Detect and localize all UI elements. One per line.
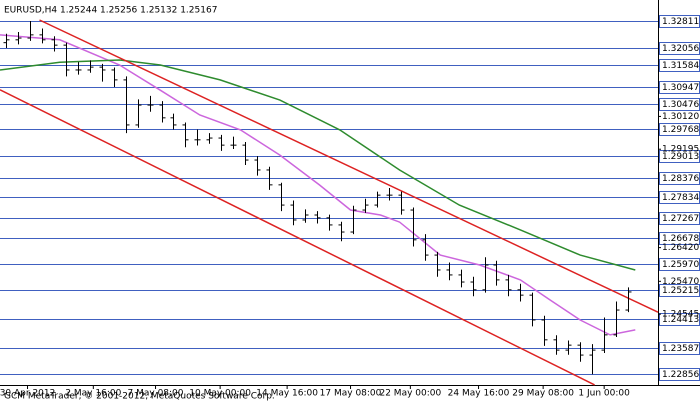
- y-tick-label: 1.28376: [662, 174, 699, 184]
- y-tick-label: 1.23587: [662, 344, 699, 354]
- y-tick-label: 1.29195: [662, 145, 699, 155]
- y-tick-label: 1.25215: [662, 286, 699, 296]
- overlay-line: [39, 19, 659, 313]
- y-tick-label: 1.26420: [662, 243, 699, 253]
- y-tick-label: 1.30120: [662, 112, 699, 122]
- x-tick-label: 30 Apr 2012: [0, 389, 55, 399]
- x-tick-label: 17 May 08:00: [320, 389, 382, 399]
- y-tick-label: 1.31584: [662, 61, 699, 71]
- y-tick-label: 1.27267: [662, 214, 699, 224]
- x-tick-label: 7 May 08:00: [128, 389, 184, 399]
- x-tick-label: 22 May 00:00: [379, 389, 441, 399]
- y-tick-label: 1.26678: [662, 234, 699, 244]
- overlay-line: [0, 59, 636, 271]
- x-tick-label: 24 May 16:00: [448, 389, 510, 399]
- x-tick-label: 2 May 16:00: [65, 389, 121, 399]
- x-tick-label: 29 May 08:00: [512, 389, 574, 399]
- y-tick-label: 1.29768: [662, 125, 699, 135]
- y-tick-label: 1.25470: [662, 277, 699, 287]
- footer: GCM MetaTrader, © 2001-2012, MetaQuotes …: [4, 392, 275, 402]
- overlay-line: [0, 89, 595, 386]
- y-tick-label: 1.27834: [662, 193, 699, 203]
- y-tick-label: 1.24545: [662, 310, 699, 320]
- y-tick-label: 1.24413: [662, 315, 699, 325]
- x-tick-label: 10 May 00:00: [189, 389, 251, 399]
- y-tick-label: 1.30947: [662, 83, 699, 93]
- y-tick-label: 1.29013: [662, 152, 699, 162]
- y-tick-label: 1.30476: [662, 100, 699, 110]
- y-tick-label: 1.32811: [662, 17, 699, 27]
- x-tick-label: 14 May 16:00: [256, 389, 318, 399]
- y-tick-label: 1.25970: [662, 260, 699, 270]
- y-tick-label: 1.22856: [662, 370, 699, 380]
- y-tick-label: 1.32056: [662, 44, 699, 54]
- chart-title: EURUSD,H4 1.25244 1.25256 1.25132 1.2516…: [4, 6, 217, 16]
- x-tick-label: 1 Jun 00:00: [578, 389, 630, 399]
